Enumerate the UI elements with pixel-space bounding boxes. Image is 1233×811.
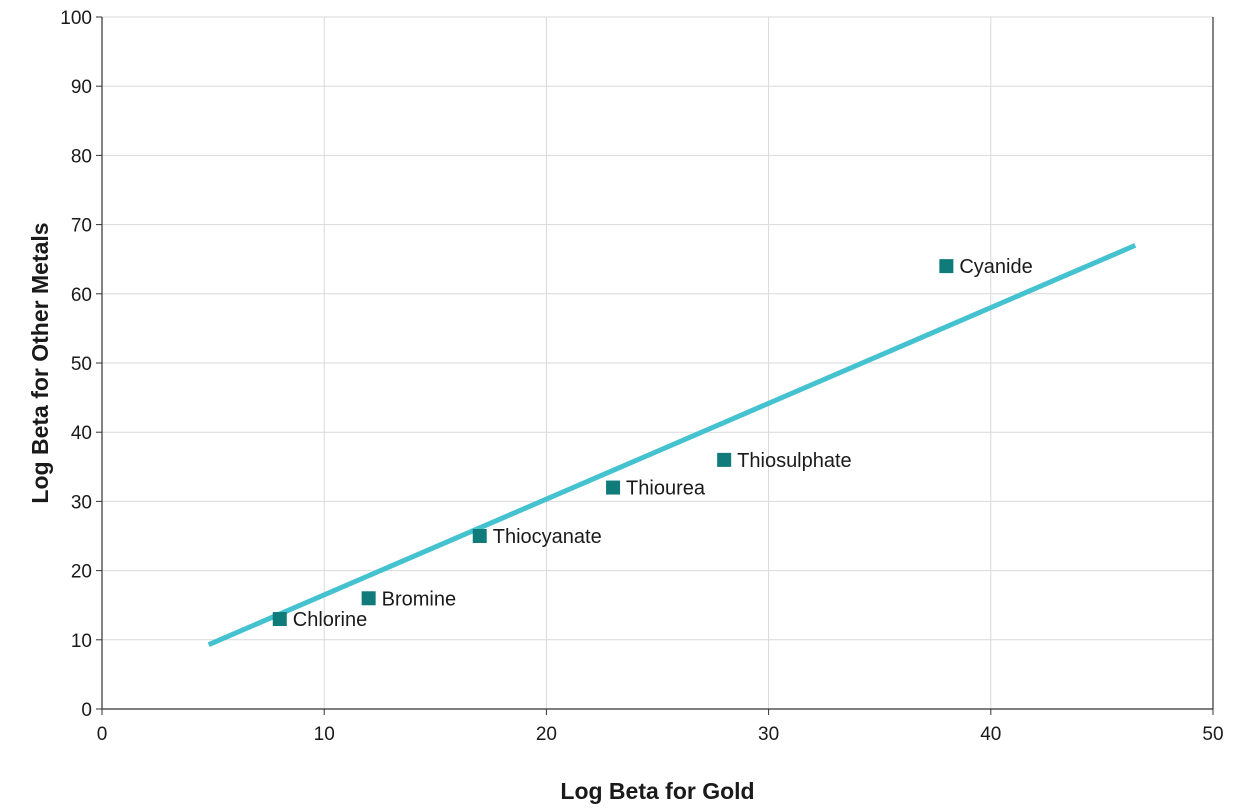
x-tick-label: 50 [1202, 724, 1223, 745]
y-tick-label: 50 [71, 354, 92, 375]
point-label-thiosulphate: Thiosulphate [737, 450, 852, 472]
y-axis-title: Log Beta for Other Metals [27, 222, 53, 503]
x-axis-title: Log Beta for Gold [560, 778, 754, 804]
y-tick-label: 100 [60, 8, 92, 29]
axes [96, 16, 1214, 715]
point-cyanide [939, 259, 954, 274]
point-thiocyanate [472, 529, 487, 543]
y-tick-label: 40 [71, 423, 92, 444]
grid-lines [102, 16, 1214, 709]
point-thiourea [606, 480, 621, 495]
tick-labels: 0 10 20 30 40 50 60 70 80 90 100 0 10 20 30 40 50 [60, 8, 1223, 745]
y-tick-label: 20 [71, 562, 92, 583]
point-label-bromine: Bromine [382, 588, 456, 610]
point-chlorine [272, 612, 287, 627]
point-label-thiourea: Thiourea [626, 478, 706, 500]
x-tick-label: 40 [980, 724, 1001, 745]
y-tick-label: 10 [71, 631, 92, 652]
point-thiosulphate [717, 452, 732, 467]
data-points: Chlorine Bromine Thiocyanate Thiourea Thiosu… [272, 256, 1033, 631]
point-label-chlorine: Chlorine [293, 609, 367, 631]
y-tick-label: 70 [71, 216, 92, 237]
trendline-layer [207, 243, 1137, 647]
trendline [207, 243, 1137, 647]
point-label-cyanide: Cyanide [959, 256, 1032, 278]
y-tick-label: 30 [71, 492, 92, 513]
y-tick-label: 90 [71, 77, 92, 98]
x-tick-label: 20 [536, 724, 557, 745]
point-bromine [361, 591, 376, 606]
point-label-thiocyanate: Thiocyanate [493, 526, 602, 548]
y-tick-label: 60 [71, 285, 92, 306]
y-tick-label: 0 [81, 700, 92, 721]
x-tick-label: 30 [758, 724, 779, 745]
y-tick-label: 80 [71, 146, 92, 167]
x-tick-label: 0 [97, 724, 108, 745]
x-tick-label: 10 [314, 724, 335, 745]
